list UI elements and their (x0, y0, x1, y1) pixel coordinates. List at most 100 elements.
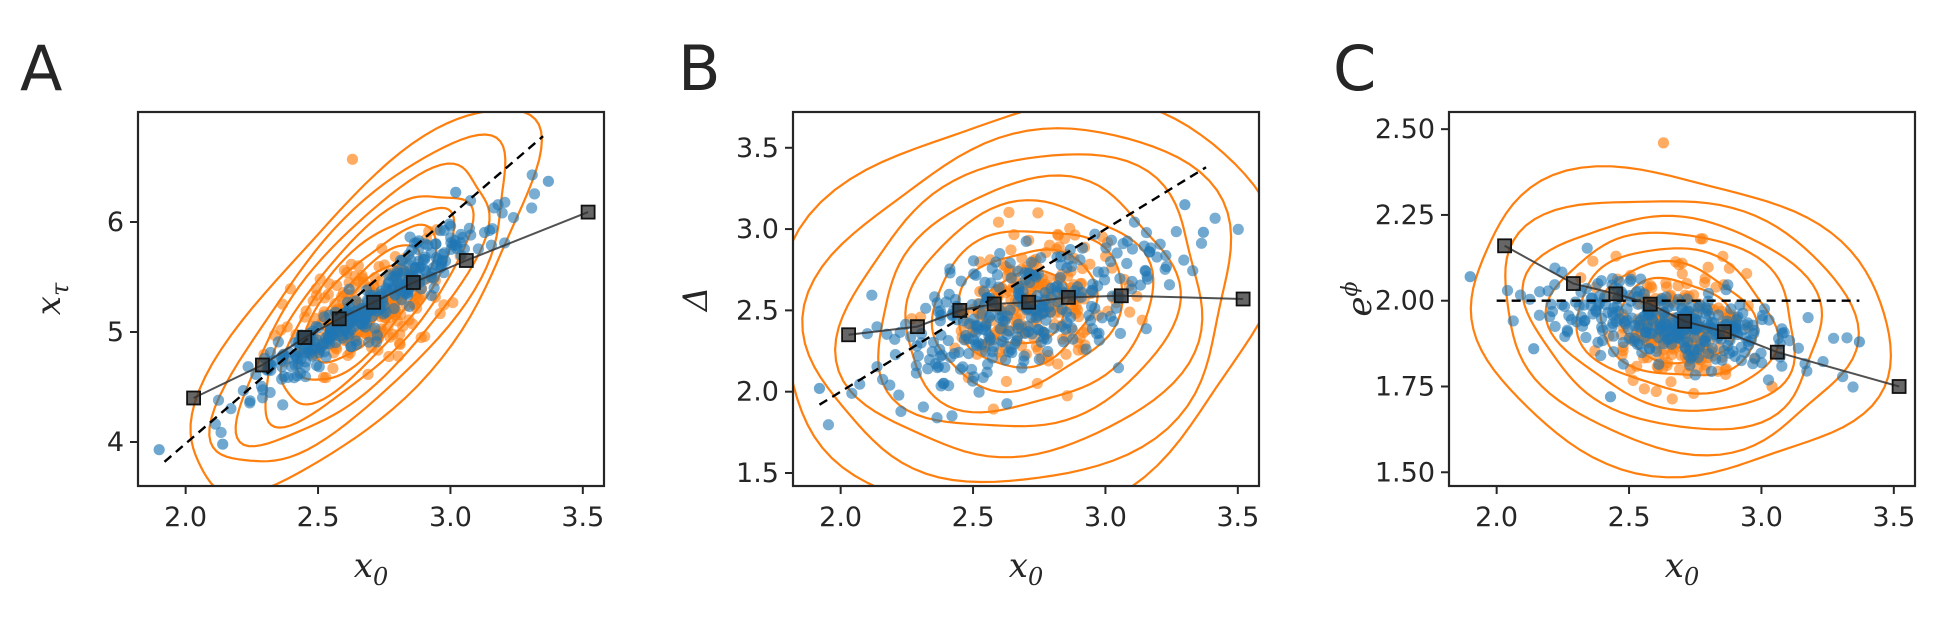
blue-point (1128, 216, 1141, 228)
blue-point (1063, 253, 1075, 265)
contour-line (1504, 200, 1860, 457)
blue-point (1585, 299, 1597, 311)
orange-point (992, 216, 1005, 228)
blue-point (1689, 369, 1701, 381)
y-tick-label: 4 (107, 427, 124, 458)
contour-line (189, 112, 544, 486)
blue-point (917, 401, 929, 413)
contour-line (264, 195, 475, 429)
blue-point (1611, 300, 1623, 312)
blue-point (1636, 346, 1648, 359)
orange-point (1719, 364, 1731, 376)
blue-point (968, 313, 980, 325)
binned-mean-marker (458, 253, 474, 268)
blue-point (1501, 284, 1514, 297)
binned-mean-marker (1566, 276, 1581, 291)
binned-mean-marker (1677, 313, 1693, 329)
blue-point (1853, 336, 1865, 348)
orange-point (1717, 250, 1729, 262)
panel-label-b: B (678, 32, 721, 105)
blue-point (1772, 332, 1785, 345)
blue-point (1035, 336, 1047, 348)
blue-point (1154, 238, 1166, 250)
blue-point (1003, 325, 1015, 337)
blue-point (1114, 327, 1127, 340)
blue-point (1089, 302, 1101, 314)
y-tick-label: 3.0 (736, 214, 779, 245)
orange-point (275, 324, 287, 336)
blue-point (1528, 343, 1540, 355)
blue-point (1126, 283, 1138, 295)
blue-point (1022, 326, 1035, 338)
orange-point (372, 344, 384, 356)
orange-point (1672, 280, 1684, 292)
blue-point (1086, 323, 1099, 335)
blue-point (1025, 256, 1037, 269)
blue-point (244, 395, 256, 407)
blue-point (1558, 300, 1571, 313)
plot-area (1464, 137, 1907, 479)
blue-point (1507, 315, 1519, 327)
blue-point (1111, 247, 1123, 259)
blue-point (400, 288, 412, 300)
blue-point (978, 286, 990, 298)
blue-point (1061, 262, 1073, 274)
binned-mean-marker (297, 330, 313, 345)
binned-mean-marker (1716, 324, 1732, 339)
binned-mean-marker (1060, 289, 1076, 305)
blue-point (264, 386, 276, 399)
blue-point (1617, 358, 1629, 370)
blue-point (934, 350, 947, 363)
binned-mean-marker (255, 357, 270, 373)
blue-point (1721, 315, 1733, 327)
blue-point (310, 359, 323, 372)
blue-point (435, 256, 447, 268)
blue-point (931, 412, 943, 424)
orange-point (1587, 255, 1599, 267)
orange-point (1645, 279, 1657, 292)
blue-point (1151, 251, 1163, 263)
blue-point (1140, 323, 1152, 335)
blue-point (1595, 275, 1608, 287)
blue-point (1783, 335, 1796, 347)
blue-point (237, 384, 249, 397)
blue-point (1117, 238, 1129, 250)
blue-points (813, 199, 1244, 431)
orange-point (1061, 390, 1073, 402)
blue-point (1694, 299, 1706, 311)
blue-point (413, 235, 425, 247)
blue-point (940, 296, 952, 308)
x-tick-label: 2.0 (819, 502, 862, 533)
blue-point (323, 338, 336, 350)
orange-point (1676, 268, 1688, 280)
orange-point (320, 372, 332, 384)
blue-point (268, 354, 280, 367)
blue-point (1737, 307, 1749, 319)
blue-point (1018, 350, 1030, 362)
blue-point (977, 371, 989, 384)
blue-point (507, 211, 520, 224)
blue-point (1012, 322, 1024, 335)
blue-point (1549, 320, 1561, 333)
y-tick-label: 1.5 (736, 458, 779, 489)
blue-point (1691, 308, 1703, 320)
plot-frame (1447, 110, 1917, 488)
blue-point (345, 341, 357, 353)
blue-point (967, 255, 980, 267)
blue-point (225, 403, 237, 415)
blue-point (1665, 322, 1677, 334)
orange-point (434, 307, 446, 320)
blue-point (871, 321, 883, 333)
blue-point (1464, 271, 1476, 283)
orange-point (314, 273, 326, 285)
blue-point (993, 281, 1005, 293)
orange-point (378, 259, 391, 271)
blue-point (973, 386, 985, 398)
blue-point (822, 419, 835, 431)
blue-point (1110, 302, 1122, 314)
x-axis-label: x0 (1009, 546, 1043, 591)
blue-point (1038, 326, 1050, 339)
blue-point (526, 202, 538, 214)
binned-mean-marker (1769, 344, 1785, 360)
blue-point (1051, 280, 1063, 292)
